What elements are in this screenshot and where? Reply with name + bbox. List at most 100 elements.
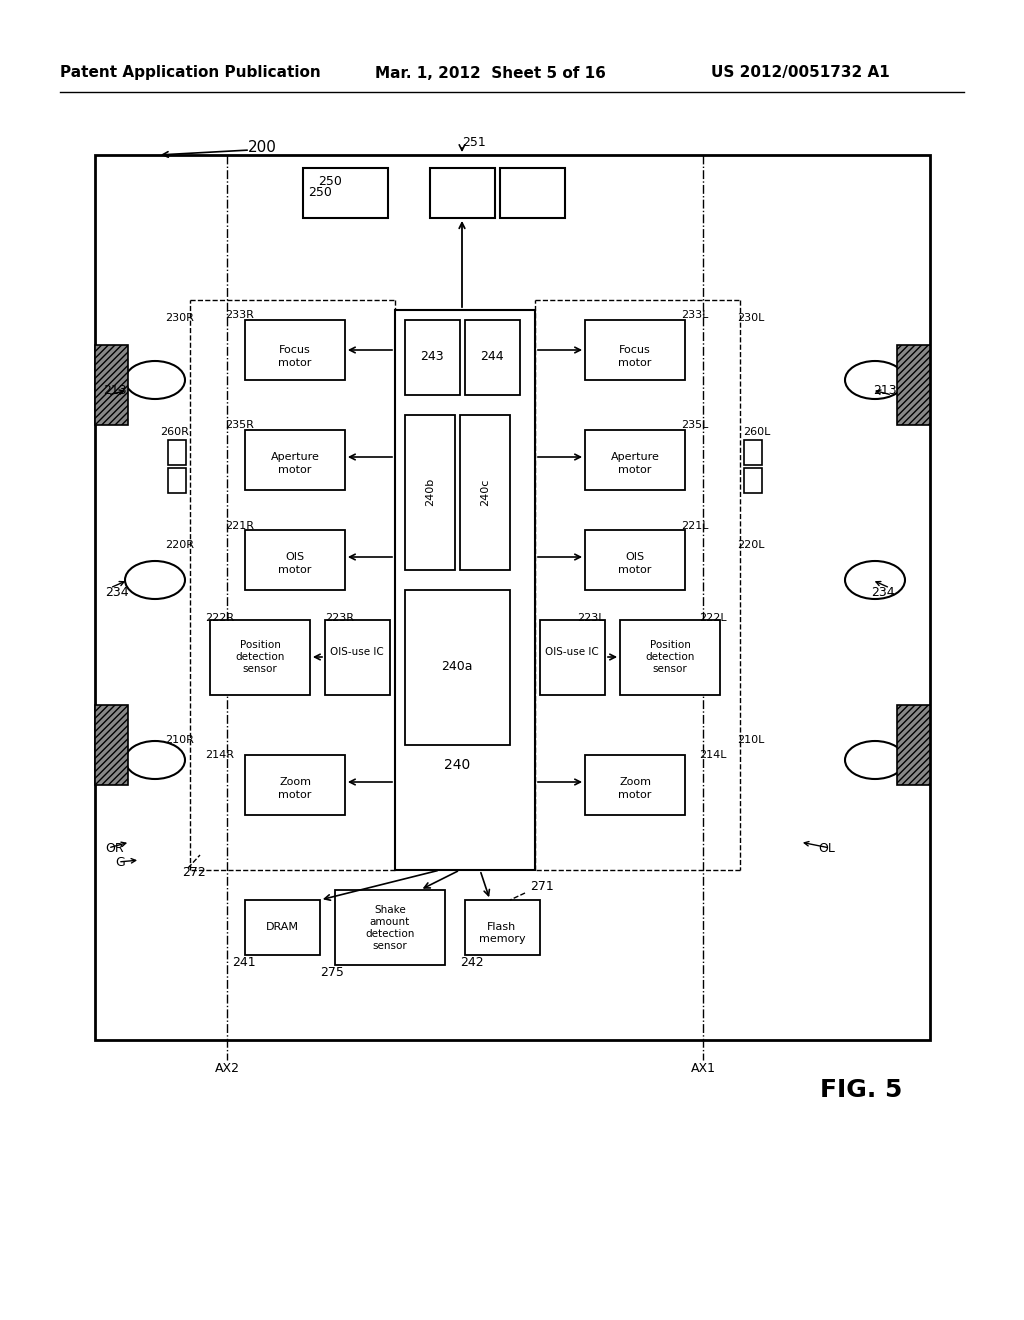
Text: 251: 251 [462, 136, 485, 149]
Text: Zoom: Zoom [618, 777, 651, 787]
Bar [897, 705, 930, 785]
Text: Focus: Focus [280, 345, 311, 355]
Text: sensor: sensor [652, 664, 687, 675]
Text: motor: motor [279, 465, 311, 475]
Bar [460, 414, 510, 570]
Text: OIS-use IC: OIS-use IC [545, 647, 599, 657]
Text: motor: motor [618, 565, 651, 576]
Text: OL: OL [818, 842, 835, 854]
Text: 214R: 214R [205, 750, 234, 760]
Text: 242: 242 [460, 957, 483, 969]
Text: AX2: AX2 [214, 1061, 240, 1074]
Text: 221L: 221L [681, 521, 709, 531]
Text: motor: motor [618, 789, 651, 800]
Bar [585, 319, 685, 380]
Bar [95, 705, 128, 785]
Bar [95, 345, 128, 425]
Text: 221R: 221R [225, 521, 255, 531]
Text: sensor: sensor [373, 941, 408, 950]
Text: Aperture: Aperture [270, 451, 319, 462]
Text: 213: 213 [103, 384, 127, 396]
Ellipse shape [125, 561, 185, 599]
Bar [95, 154, 930, 1040]
Text: 272: 272 [182, 866, 206, 879]
Text: 240: 240 [443, 758, 470, 772]
Bar [168, 440, 186, 465]
Bar [245, 319, 345, 380]
Text: motor: motor [618, 358, 651, 368]
Text: 235R: 235R [225, 420, 254, 430]
Text: Zoom: Zoom [279, 777, 311, 787]
Text: 234: 234 [105, 586, 129, 598]
Bar [465, 319, 520, 395]
Text: OR: OR [105, 842, 124, 854]
Text: OIS-use IC: OIS-use IC [330, 647, 384, 657]
Text: 230L: 230L [737, 313, 765, 323]
Text: 223R: 223R [325, 612, 354, 623]
Bar [395, 310, 535, 870]
Bar [430, 168, 495, 218]
Bar [168, 469, 186, 492]
Text: Position: Position [649, 640, 690, 649]
Bar [585, 755, 685, 814]
Text: motor: motor [618, 465, 651, 475]
Ellipse shape [125, 360, 185, 399]
Bar [744, 440, 762, 465]
Text: 260L: 260L [742, 426, 770, 437]
Text: 214L: 214L [699, 750, 727, 760]
Bar [335, 890, 445, 965]
Bar [406, 414, 455, 570]
Text: 233R: 233R [225, 310, 254, 319]
Bar [465, 900, 540, 954]
Text: 243: 243 [420, 351, 443, 363]
Text: Mar. 1, 2012  Sheet 5 of 16: Mar. 1, 2012 Sheet 5 of 16 [375, 66, 605, 81]
Text: 210L: 210L [737, 735, 765, 744]
Text: OIS: OIS [626, 552, 644, 562]
Text: FIG. 5: FIG. 5 [820, 1078, 902, 1102]
Bar [500, 168, 565, 218]
Text: 220L: 220L [737, 540, 765, 550]
Text: Focus: Focus [620, 345, 651, 355]
Text: motor: motor [279, 358, 311, 368]
Text: G: G [115, 855, 125, 869]
Text: detection: detection [366, 929, 415, 939]
Ellipse shape [125, 741, 185, 779]
Text: Aperture: Aperture [610, 451, 659, 462]
Bar [406, 590, 510, 744]
Text: 222L: 222L [699, 612, 727, 623]
Text: 240c: 240c [480, 478, 490, 506]
Text: memory: memory [478, 935, 525, 944]
Ellipse shape [845, 360, 905, 399]
Text: US 2012/0051732 A1: US 2012/0051732 A1 [711, 66, 890, 81]
Text: amount: amount [370, 917, 411, 927]
Text: 241: 241 [232, 957, 256, 969]
Bar [245, 531, 345, 590]
Text: sensor: sensor [243, 664, 278, 675]
Ellipse shape [845, 741, 905, 779]
Bar [897, 345, 930, 425]
Bar [744, 469, 762, 492]
Bar [620, 620, 720, 696]
Text: 260R: 260R [160, 426, 188, 437]
Text: detection: detection [645, 652, 694, 663]
Text: Position: Position [240, 640, 281, 649]
Text: 234: 234 [871, 586, 895, 598]
Text: OIS: OIS [286, 552, 304, 562]
Ellipse shape [845, 561, 905, 599]
Text: DRAM: DRAM [265, 921, 299, 932]
Bar [210, 620, 310, 696]
Text: 233L: 233L [681, 310, 709, 319]
Text: 250: 250 [308, 186, 332, 199]
Text: 222R: 222R [205, 612, 234, 623]
Text: 213: 213 [873, 384, 897, 396]
Bar [245, 900, 319, 954]
Bar [585, 531, 685, 590]
Text: 230R: 230R [165, 313, 194, 323]
Text: 244: 244 [480, 351, 504, 363]
Text: motor: motor [279, 789, 311, 800]
Text: Shake: Shake [374, 906, 406, 915]
Text: 235L: 235L [681, 420, 709, 430]
Bar [303, 168, 388, 218]
Bar [585, 430, 685, 490]
Text: AX1: AX1 [690, 1061, 716, 1074]
